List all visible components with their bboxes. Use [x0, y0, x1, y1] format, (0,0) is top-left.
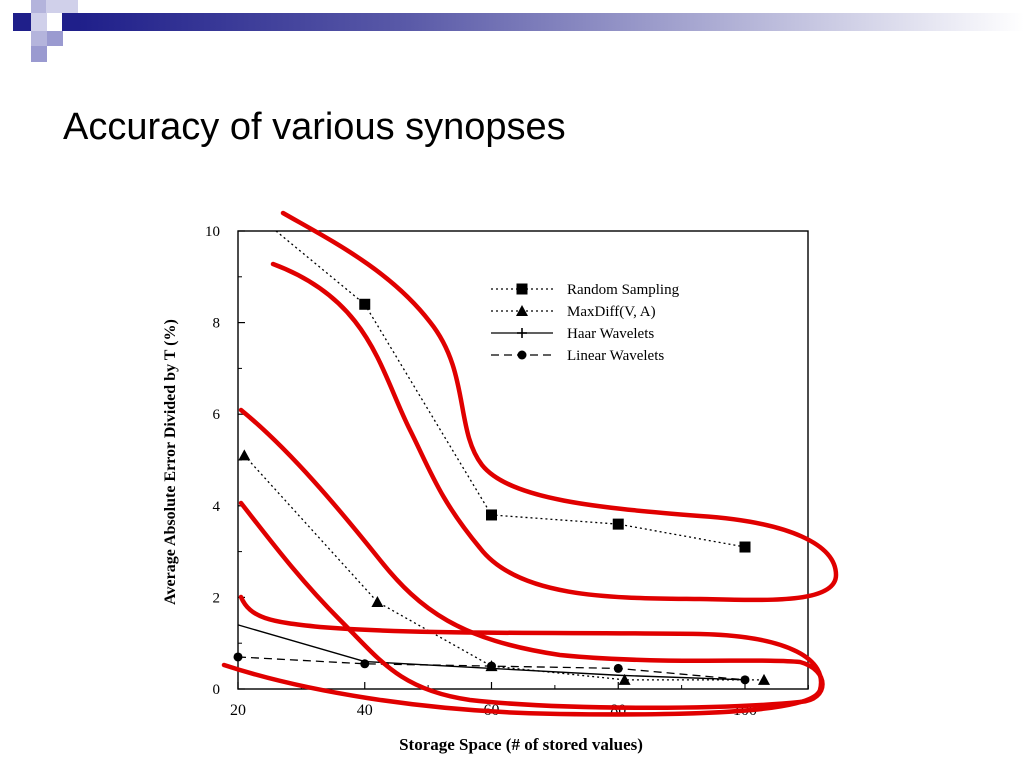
- data-point: [612, 518, 624, 530]
- annotation-red-loop: [238, 407, 825, 711]
- data-point: [740, 675, 750, 685]
- data-point: [371, 595, 384, 607]
- series-line: [243, 454, 765, 681]
- series-random-sampling: [275, 230, 751, 553]
- data-point: [487, 661, 496, 671]
- legend-entry: Linear Wavelets: [491, 348, 664, 364]
- y-tick-label: 8: [213, 316, 221, 332]
- legend-entry: MaxDiff(V, A): [491, 304, 656, 320]
- deco-square-lavender: [46, 0, 62, 13]
- series-linear-wavelets: [233, 652, 750, 685]
- series-line: [275, 230, 746, 548]
- x-axis-title: Storage Space (# of stored values): [399, 735, 643, 754]
- legend-entry: Haar Wavelets: [491, 326, 654, 342]
- data-point: [486, 509, 497, 521]
- y-tick-label: 10: [205, 224, 220, 240]
- plot-area-frame: [237, 230, 809, 690]
- x-tick-label: 20: [230, 702, 246, 719]
- legend-label: MaxDiff(V, A): [567, 304, 656, 320]
- legend-entry: Random Sampling: [491, 282, 680, 298]
- legend-marker: [516, 305, 528, 316]
- legend-marker: [517, 350, 527, 360]
- slide-title: Accuracy of various synopses: [63, 106, 566, 148]
- y-tick-label: 6: [213, 407, 221, 423]
- x-tick-label: 40: [357, 702, 373, 719]
- deco-square-navy: [13, 13, 31, 31]
- deco-square-lavender: [31, 13, 47, 31]
- y-tick-label: 0: [213, 682, 221, 698]
- data-point: [613, 663, 623, 673]
- deco-square-navy: [62, 13, 78, 31]
- y-axis-title: Average Absolute Error Divided by T (%): [162, 319, 179, 605]
- data-point: [238, 449, 251, 461]
- deco-square-lavender: [31, 46, 47, 62]
- header-gradient-bar: [78, 13, 1024, 31]
- deco-square-lavender: [31, 31, 47, 46]
- y-tick-label: 4: [213, 499, 221, 515]
- slide-header-decoration: [13, 0, 1024, 62]
- data-point: [360, 659, 370, 669]
- y-tick-label: 2: [213, 590, 221, 606]
- data-point: [758, 673, 771, 685]
- annotation-red-loop: [270, 210, 839, 603]
- deco-square-lavender: [62, 0, 78, 13]
- data-point: [739, 541, 751, 553]
- data-point: [618, 673, 631, 685]
- deco-square-lavender: [47, 31, 63, 46]
- legend-label: Linear Wavelets: [567, 348, 664, 364]
- annotation-red-loop: [221, 594, 824, 717]
- legend-label: Haar Wavelets: [567, 326, 654, 342]
- data-point: [359, 298, 371, 310]
- data-point: [233, 652, 243, 662]
- legend-marker: [516, 283, 528, 295]
- deco-square-lavender: [31, 0, 47, 13]
- legend-label: Random Sampling: [567, 282, 680, 298]
